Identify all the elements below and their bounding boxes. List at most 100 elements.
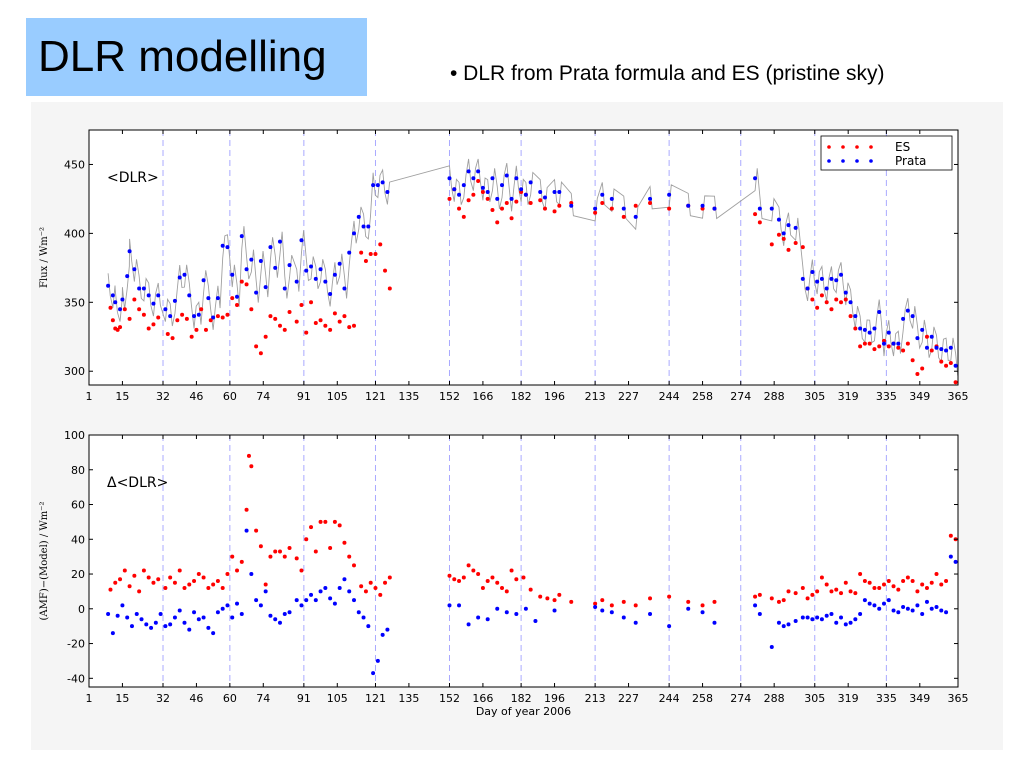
chart1-es-point: [776, 232, 781, 237]
chart2-es-point: [815, 589, 820, 594]
chart2-es-point: [776, 599, 781, 604]
chart1-es-point: [294, 319, 299, 324]
chart2-prata-point: [139, 617, 144, 622]
chart2-es-point: [896, 587, 901, 592]
chart1-y-tick-label: 450: [64, 158, 85, 171]
chart1-y-tick-label: 300: [64, 365, 85, 378]
chart2-x-tick-label: 32: [156, 692, 170, 705]
chart2-prata-point: [514, 612, 519, 617]
chart2-es-point: [700, 603, 705, 608]
chart1-prata-point: [277, 239, 282, 244]
chart2-es-point: [201, 575, 206, 580]
chart1-prata-point: [667, 192, 672, 197]
chart2-es-point: [509, 568, 514, 573]
chart2-prata-point: [858, 612, 863, 617]
chart1-prata-point: [490, 176, 495, 181]
chart1-es-point: [862, 341, 867, 346]
chart1-es-point: [939, 359, 944, 364]
chart2-x-tick-label: 74: [256, 692, 270, 705]
chart2-es-point: [757, 592, 762, 597]
chart2-prata-point: [110, 631, 115, 636]
chart1-es-point: [504, 201, 509, 206]
chart1-prata-point: [268, 245, 273, 250]
chart2-prata-point: [839, 615, 844, 620]
chart1-prata-point: [106, 283, 111, 288]
chart1-es-point: [929, 348, 934, 353]
chart1-x-tick-label: 60: [223, 390, 237, 403]
chart1-es-point: [490, 207, 495, 212]
chart2-es-point: [786, 589, 791, 594]
chart2-es-point: [633, 603, 638, 608]
chart2-prata-point: [304, 598, 309, 603]
chart1-prata-point: [313, 276, 318, 281]
chart2-prata-point: [120, 603, 125, 608]
chart2-prata-point: [712, 620, 717, 625]
chart1-es-point: [509, 216, 514, 221]
chart2-prata-point: [268, 613, 273, 618]
chart1-prata-point: [953, 363, 958, 368]
chart1-prata-point: [891, 341, 896, 346]
chart2-prata-point: [177, 608, 182, 613]
chart2-es-point: [915, 589, 920, 594]
chart2-x-tick-label: 1: [86, 692, 93, 705]
chart2-es-point: [373, 585, 378, 590]
chart1-prata-point: [753, 176, 758, 181]
chart2-prata-point: [168, 622, 173, 627]
chart2-prata-point: [810, 617, 815, 622]
chart2-prata-point: [220, 606, 225, 611]
chart2-es-point: [220, 585, 225, 590]
chart2-prata-point: [385, 627, 390, 632]
chart2-es-point: [347, 554, 352, 559]
chart1-prata-point: [609, 196, 614, 201]
chart1-x-tick-label: 258: [692, 390, 713, 403]
chart2-es-point: [521, 575, 526, 580]
chart1-prata-point: [452, 187, 457, 192]
chart1-prata-point: [523, 192, 528, 197]
chart2-y-tick-label: 40: [71, 533, 85, 546]
chart1-prata-point: [347, 250, 352, 255]
chart1-prata-point: [569, 203, 574, 208]
chart1-prata-point: [834, 278, 839, 283]
chart1-prata-point: [351, 231, 356, 236]
chart2-x-tick-label: 135: [398, 692, 419, 705]
chart2-es-point: [557, 592, 562, 597]
chart1-x-tick-label: 349: [909, 390, 930, 403]
chart1-es-point: [263, 334, 268, 339]
chart1-prata-point: [810, 269, 815, 274]
chart1-prata-point: [877, 309, 882, 314]
chart1-prata-point: [225, 245, 230, 250]
chart1-es-point: [146, 326, 151, 331]
chart1-es-point: [151, 322, 156, 327]
chart1-prata-point: [461, 183, 466, 188]
chart2-prata-point: [201, 615, 206, 620]
chart1-es-point: [905, 341, 910, 346]
chart2-es-point: [141, 568, 146, 573]
chart1-prata-point: [110, 293, 115, 298]
chart2-es-point: [263, 582, 268, 587]
chart1-es-point: [373, 252, 378, 257]
chart2-prata-point: [192, 610, 197, 615]
chart2-prata-point: [134, 612, 139, 617]
chart2-es-point: [824, 582, 829, 587]
chart2-x-tick-label: 274: [730, 692, 751, 705]
chart1-prata-point: [127, 249, 132, 254]
chart2-x-tick-label: 91: [297, 692, 311, 705]
chart1-x-tick-label: 288: [764, 390, 785, 403]
chart2-es-point: [471, 568, 476, 573]
chart1-es-point: [881, 338, 886, 343]
chart1-es-point: [359, 250, 364, 255]
chart1-es-point: [538, 198, 543, 203]
chart1-legend-label: Prata: [895, 154, 926, 168]
chart1-prata-point: [528, 180, 533, 185]
chart2-es-point: [461, 575, 466, 580]
chart1-prata-point: [862, 327, 867, 332]
chart1-es-point: [753, 212, 758, 217]
chart1-es-point: [810, 297, 815, 302]
chart2-es-point: [122, 568, 127, 573]
chart2-prata-point: [600, 608, 605, 613]
chart1-prata-point: [192, 314, 197, 319]
chart1-prata-point: [939, 347, 944, 352]
chart2-es-point: [905, 575, 910, 580]
chart2-es-point: [368, 580, 373, 585]
chart1-legend-marker: [855, 159, 859, 163]
